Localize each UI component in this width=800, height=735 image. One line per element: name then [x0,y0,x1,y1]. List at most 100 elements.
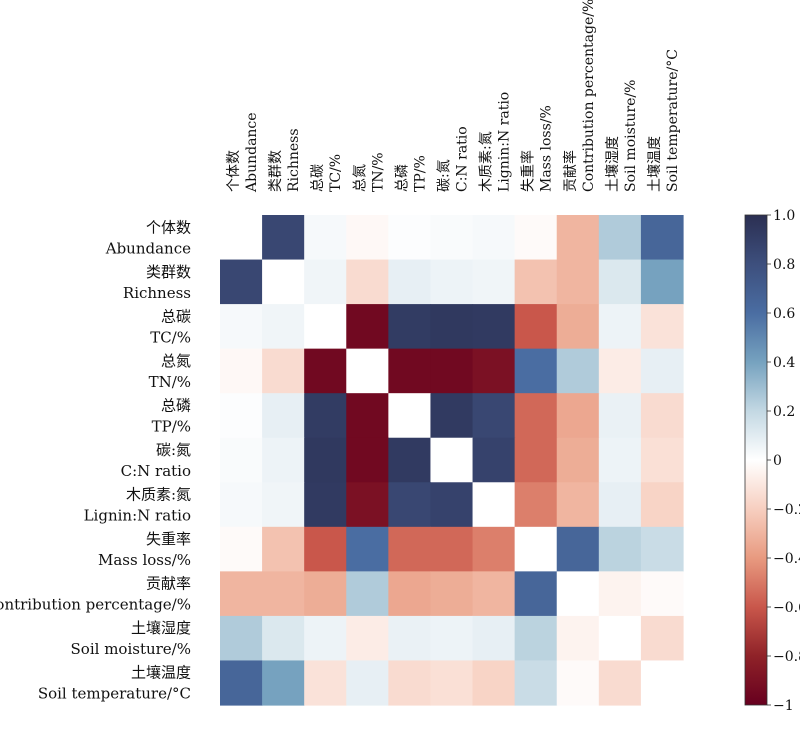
column-label-en: TC/% [328,154,344,192]
heatmap-cell [598,437,642,483]
row-label-zh: 碳:氮 [156,441,191,459]
column-label-en: C:N ratio [455,126,471,192]
heatmap-cell [640,393,684,439]
heatmap-cell [598,615,642,662]
heatmap-cell [304,348,347,394]
colorbar-tick-label: 0.6 [773,306,795,322]
heatmap-cell [346,259,389,305]
heatmap-cell [388,304,432,350]
row-label-zh: 类群数 [146,263,191,281]
row-label-zh: 土壤湿度 [131,619,191,637]
heatmap-cell [472,571,516,617]
heatmap-cell [640,526,684,572]
heatmap-cell [388,615,432,662]
row-label-zh: 总碳 [161,307,191,325]
heatmap-cell [556,304,600,350]
column-label-zh: 类群数 [268,150,284,192]
heatmap-cell [262,571,305,617]
row-label-zh: 贡献率 [146,575,191,593]
column-label-zh: 个体数 [226,150,242,192]
heatmap-cell [304,660,347,706]
heatmap-cell [388,660,432,706]
column-label-en: Contribution percentage/% [581,0,597,192]
column-label-en: TP/% [412,155,428,192]
heatmap-cell [556,437,600,483]
colorbar-tick-label: −1 [773,698,794,714]
column-label-zh: 总磷 [394,164,410,192]
heatmap-cell [556,482,600,528]
heatmap-cell [262,215,305,261]
heatmap-cell [514,393,558,439]
heatmap-cell [388,571,432,617]
heatmap-cell [514,259,558,305]
heatmap-cell [514,304,558,350]
heatmap-cell [220,304,263,350]
heatmap-cell [304,304,347,350]
heatmap-cell [640,215,684,261]
colorbar [744,214,768,706]
column-label-zh: 贡献率 [562,150,579,192]
heatmap-cell [346,571,389,617]
row-label-en: Abundance [105,239,191,257]
heatmap-cell [262,615,305,662]
heatmap-cell [598,660,642,706]
heatmap-cell [598,215,642,261]
heatmap-cell [388,259,432,305]
heatmap-cell [220,482,263,528]
heatmap-cell [388,526,432,572]
row-label-en: Soil moisture/% [71,640,191,658]
heatmap-cell [598,393,642,439]
row-label-zh: 总磷 [161,397,191,415]
heatmap-cell [640,259,684,305]
heatmap-cell [598,259,642,305]
column-label-en: TN/% [370,152,386,192]
heatmap-cell [262,482,305,528]
column-labels: 个体数 Abundance 类群数 Richness 总碳 TC/% 总氮 TN/% 总磷 TP/… [226,0,681,193]
heatmap-cell [598,482,642,528]
heatmap-cell [430,304,474,350]
heatmap-cell [556,348,600,394]
heatmap-cell [430,571,474,617]
heatmap-cell [304,215,347,261]
heatmap-cell [220,393,263,439]
heatmap-cells [220,215,684,706]
row-label-zh: 总氮 [161,352,191,370]
column-label-zh: 总氮 [352,164,368,192]
heatmap-cell [220,348,263,394]
heatmap-cell [598,348,642,394]
heatmap-cell [262,393,305,439]
column-label-zh: 木质素:氮 [479,131,495,192]
column-label-en: Mass loss/% [539,105,555,192]
heatmap-cell [262,660,305,706]
colorbar-tick-label: 0.4 [773,355,795,371]
heatmap-cell [304,615,347,662]
row-labels: 个体数 Abundance 类群数 Richness 总碳 TC/% 总氮 TN/% 总磷 TP/… [0,218,191,702]
colorbar-tick-label: −0.2 [773,502,800,518]
heatmap-cell [220,526,263,572]
column-label-en: Soil temperature/°C [665,49,681,192]
heatmap-cell [472,660,516,706]
row-label-en: TC/% [150,328,191,346]
heatmap-cell [346,482,389,528]
heatmap-cell [304,571,347,617]
heatmap-cell [430,437,474,483]
heatmap-cell [472,304,516,350]
heatmap-cell [262,304,305,350]
heatmap-cell [346,393,389,439]
heatmap-cell [304,437,347,483]
heatmap-cell [220,615,263,662]
heatmap-cell [430,482,474,528]
heatmap-cell [220,437,263,483]
heatmap-cell [430,259,474,305]
heatmap-cell [472,482,516,528]
heatmap-cell [388,215,432,261]
heatmap-cell [304,393,347,439]
row-label-en: Lignin:N ratio [84,507,191,525]
heatmap-cell [220,660,263,706]
heatmap-cell [346,437,389,483]
heatmap-cell [556,259,600,305]
colorbar-tick-label: 0.2 [773,404,795,420]
heatmap-cell [472,526,516,572]
heatmap-cell [472,259,516,305]
heatmap-cell [556,526,600,572]
